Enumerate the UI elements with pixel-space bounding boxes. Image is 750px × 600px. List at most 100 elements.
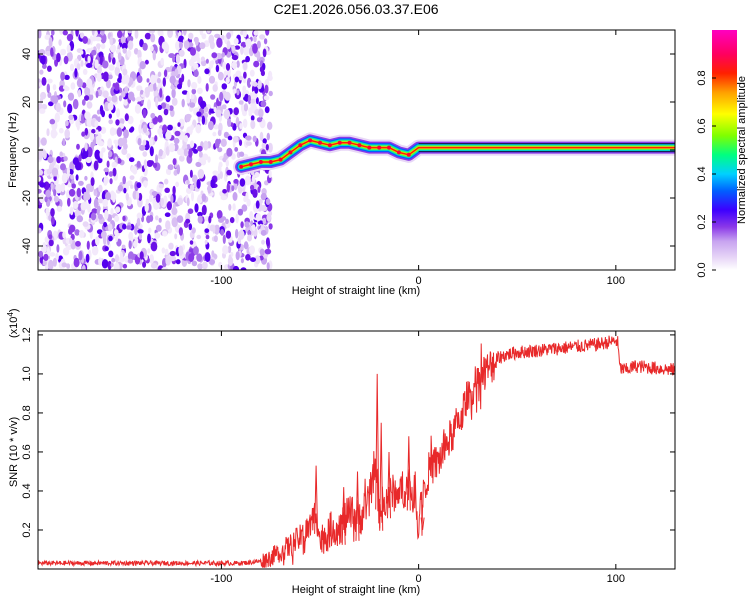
spectrogram-noise-speckle: [243, 241, 249, 250]
spectrogram-noise-speckle: [194, 203, 199, 213]
spectrogram-noise-speckle: [158, 149, 163, 157]
spectrogram-noise-speckle: [186, 197, 190, 207]
spectrogram-noise-speckle: [222, 245, 229, 255]
spectrogram-noise-speckle: [94, 120, 99, 128]
spectrogram-noise-speckle: [126, 49, 132, 58]
spectrogram-noise-speckle: [175, 40, 181, 51]
spectrogram-noise-speckle: [265, 144, 269, 151]
spectrogram-noise-speckle: [116, 127, 123, 137]
spectrogram-noise-speckle: [161, 247, 166, 254]
spectrogram-noise-speckle: [214, 138, 220, 149]
spectrogram-noise-speckle: [148, 227, 152, 234]
spectrogram-noise-speckle: [165, 220, 171, 231]
spectrogram-noise-speckle: [259, 131, 264, 141]
spectrogram-noise-speckle: [249, 69, 255, 77]
spectrogram-noise-speckle: [106, 79, 111, 89]
colorbar-tick-label: 0.8: [696, 70, 708, 85]
colorbar: 0.0 0.2 0.4 0.6 0.8 Normalized spectral ampl…: [696, 30, 748, 278]
spectrogram-noise-speckle: [121, 148, 128, 155]
spectrogram-noise-speckle: [59, 30, 64, 35]
spectrogram-noise-speckle: [65, 120, 69, 127]
spectrogram-ridge-peak: [347, 140, 352, 145]
spectrogram-noise-speckle: [204, 239, 208, 245]
spectrogram-noise-speckle: [178, 41, 183, 49]
spectrogram-noise-speckle: [48, 101, 54, 107]
spectrogram-noise-speckle: [102, 71, 109, 82]
spectrogram-noise-speckle: [149, 122, 154, 129]
spectrogram-noise-speckle: [100, 126, 107, 134]
spectrogram-noise-speckle: [220, 34, 225, 41]
spectrogram-noise-speckle: [70, 174, 74, 180]
spectrogram-noise-speckle: [86, 117, 93, 128]
spectrogram-noise-speckle: [127, 258, 134, 264]
spectrogram-noise-speckle: [91, 245, 99, 256]
spectrogram-noise-speckle: [245, 253, 251, 261]
spectrogram-noise-speckle: [213, 106, 217, 113]
spectrogram-noise-speckle: [226, 40, 231, 50]
spectrogram-noise-speckle: [240, 221, 244, 229]
spectrogram-noise-speckle: [86, 101, 93, 109]
spectrogram-noise-speckle: [85, 156, 92, 164]
spectrogram-noise-speckle: [236, 60, 240, 68]
spectrogram-noise-speckle: [139, 251, 144, 260]
spectrogram-noise-speckle: [201, 204, 207, 216]
snr-spike: [375, 373, 380, 510]
spectrogram-noise-speckle: [175, 259, 181, 265]
spectrogram-noise-speckle: [124, 86, 129, 94]
spectrogram-noise-speckle: [242, 85, 247, 94]
spectrogram-noise-speckle: [208, 120, 214, 131]
spectrogram-noise-speckle: [144, 202, 149, 213]
spectrogram-noise-speckle: [160, 57, 164, 66]
spectrogram-noise-speckle: [188, 59, 195, 67]
colorbar-ticks: 0.0 0.2 0.4 0.6 0.8: [696, 70, 716, 278]
spectrogram-noise-speckle: [169, 75, 176, 85]
spectrogram-noise-speckle: [226, 182, 230, 193]
spectrogram-noise-speckle: [209, 60, 214, 69]
spectrogram-noise-speckle: [125, 74, 130, 84]
spectrogram-noise-speckle: [96, 43, 101, 49]
spectrogram-noise-speckle: [150, 241, 158, 252]
spectrogram-noise-speckle: [208, 75, 216, 84]
spectrogram-noise-speckle: [229, 217, 235, 224]
spectrogram-noise-speckle: [170, 109, 175, 117]
spectrogram-noise-speckle: [110, 262, 114, 268]
spectrogram-noise-speckle: [114, 254, 120, 263]
spectrogram-noise-speckle: [136, 75, 143, 83]
spectrogram-noise-speckle: [114, 82, 120, 91]
spectrogram-noise-speckle: [163, 69, 168, 78]
spectrogram-noise-speckle: [225, 63, 231, 71]
spectrogram-noise-speckle: [40, 137, 47, 146]
spectrogram-noise-speckle: [227, 118, 232, 127]
spectrogram-noise-speckle: [74, 210, 80, 218]
spectrogram-noise-speckle: [250, 120, 256, 130]
spectrogram-noise-speckle: [253, 35, 257, 43]
snr-spike: [379, 422, 384, 531]
spectrogram-noise-speckle: [144, 87, 150, 98]
spectrogram-noise-speckle: [211, 250, 215, 258]
spectrogram-noise-speckle: [255, 213, 262, 222]
spectrogram-noise-speckle: [123, 99, 128, 106]
spectrogram-noise-speckle: [264, 106, 270, 114]
spectrogram-noise-speckle: [263, 95, 270, 101]
spectrogram-noise-speckle: [162, 77, 166, 87]
spectrogram-noise-speckle: [211, 52, 218, 59]
spectrogram-noise-speckle: [45, 50, 51, 56]
spectrogram-noise-speckle: [197, 211, 203, 217]
spectrogram-noise-speckle: [97, 116, 101, 123]
spectrogram-noise-speckle: [231, 153, 236, 160]
spectrogram-y-tick-label: 20: [21, 96, 33, 108]
spectrogram-noise-speckle: [201, 193, 207, 202]
spectrogram-noise-speckle: [108, 235, 113, 242]
spectrogram-noise-speckle: [212, 224, 216, 234]
snr-x-tick-label: 100: [607, 573, 625, 585]
spectrogram-noise-speckle: [204, 68, 210, 75]
spectrogram-noise-speckle: [147, 248, 151, 254]
spectrogram-noise-speckle: [84, 175, 88, 181]
spectrogram-noise-speckle: [127, 115, 134, 125]
spectrogram-noise-speckle: [82, 68, 88, 75]
spectrogram-noise-speckle: [175, 181, 180, 188]
spectrogram-noise-speckle: [245, 135, 252, 141]
spectrogram-noise-speckle: [78, 229, 85, 239]
spectrogram-noise-speckle: [154, 135, 158, 142]
spectrogram-noise-speckle: [122, 47, 127, 54]
